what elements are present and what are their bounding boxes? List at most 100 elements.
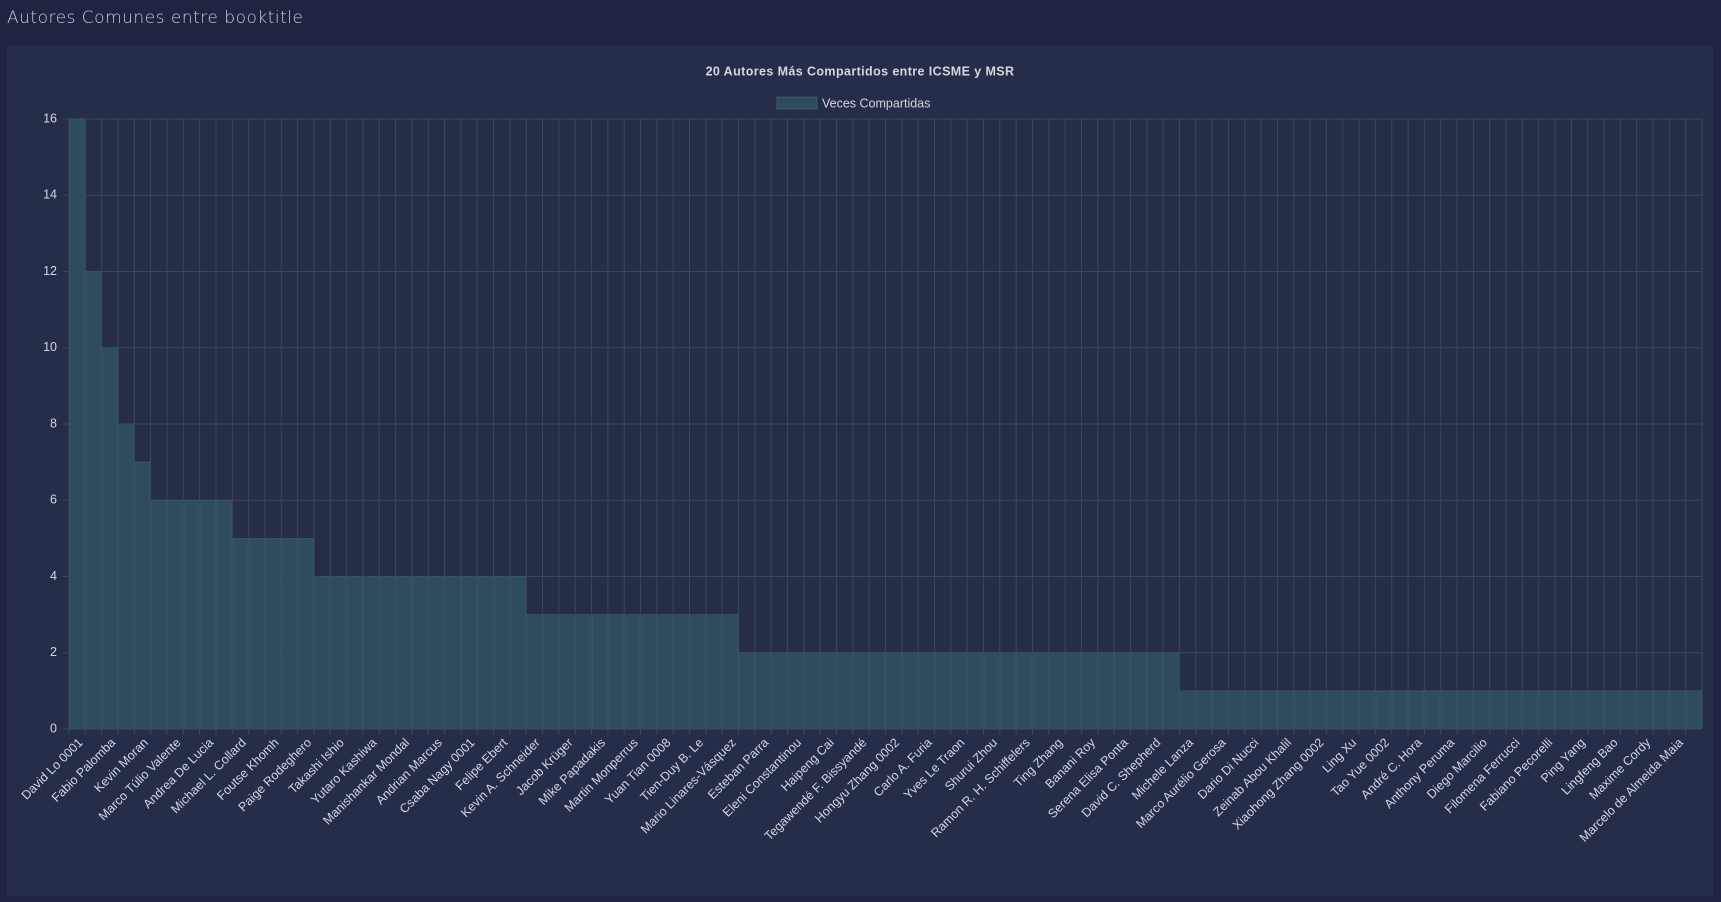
bar xyxy=(1686,690,1702,730)
bar xyxy=(314,576,330,730)
bar xyxy=(836,652,853,730)
bar xyxy=(1669,690,1686,730)
bar xyxy=(706,614,722,730)
bar xyxy=(216,499,232,730)
bar xyxy=(85,271,102,730)
bar xyxy=(575,614,592,730)
bar xyxy=(249,537,265,730)
bar xyxy=(1522,690,1539,730)
bar xyxy=(167,499,183,730)
bar xyxy=(69,118,85,730)
bar xyxy=(1228,690,1245,730)
bar xyxy=(396,576,412,730)
bar xyxy=(379,576,396,730)
bar xyxy=(118,423,134,730)
bar xyxy=(951,652,967,730)
page-header: Autores Comunes entre booktitle xyxy=(7,8,304,28)
bar xyxy=(330,576,347,730)
bar xyxy=(1130,652,1147,730)
bar xyxy=(461,576,477,730)
bar xyxy=(477,576,494,730)
bar xyxy=(967,652,984,730)
bar xyxy=(1147,652,1163,730)
bar xyxy=(1490,690,1506,730)
bar xyxy=(298,537,314,730)
bar xyxy=(1506,690,1522,730)
bar xyxy=(885,652,902,730)
bar xyxy=(1620,690,1637,730)
bar xyxy=(1653,690,1669,730)
bar xyxy=(428,576,445,730)
y-tick-label: 16 xyxy=(43,111,57,125)
bar xyxy=(510,576,526,730)
bar xyxy=(624,614,641,730)
bar xyxy=(559,614,575,730)
bar xyxy=(1065,652,1082,730)
bar xyxy=(1081,652,1098,730)
bar xyxy=(657,614,673,730)
bar xyxy=(1637,690,1653,730)
bar xyxy=(983,652,1000,730)
bar xyxy=(673,614,690,730)
bar xyxy=(1326,690,1343,730)
y-tick-label: 6 xyxy=(50,493,57,507)
bar xyxy=(1604,690,1620,730)
bar xyxy=(722,614,739,730)
bar xyxy=(787,652,804,730)
bar xyxy=(869,652,886,730)
bar xyxy=(493,576,510,730)
bar xyxy=(1114,652,1131,730)
bar xyxy=(902,652,918,730)
bar xyxy=(1392,690,1408,730)
bar xyxy=(445,576,461,730)
bar xyxy=(1457,690,1473,730)
legend-swatch xyxy=(776,96,818,110)
bar xyxy=(542,614,559,730)
bar xyxy=(412,576,428,730)
y-tick-label: 10 xyxy=(43,340,57,354)
bar xyxy=(1473,690,1490,730)
bar xyxy=(363,576,379,730)
bar xyxy=(591,614,608,730)
bar xyxy=(1310,690,1326,730)
bar xyxy=(526,614,543,730)
bar xyxy=(1277,690,1294,730)
bar xyxy=(1098,652,1114,730)
bar xyxy=(1343,690,1359,730)
bar xyxy=(1555,690,1571,730)
bar xyxy=(232,537,249,730)
bar xyxy=(689,614,706,730)
chart-panel xyxy=(7,46,1713,896)
bar xyxy=(608,614,624,730)
bar xyxy=(1212,690,1229,730)
bar xyxy=(1245,690,1261,730)
bar xyxy=(1539,690,1555,730)
legend-label: Veces Compartidas xyxy=(822,96,930,110)
bar xyxy=(265,537,281,730)
bar xyxy=(134,461,151,730)
bar xyxy=(281,537,298,730)
bar xyxy=(1049,652,1065,730)
bar xyxy=(1032,652,1049,730)
bar xyxy=(1359,690,1375,730)
bar xyxy=(200,499,216,730)
y-tick-label: 0 xyxy=(50,721,57,735)
bar xyxy=(1408,690,1424,730)
bar xyxy=(347,576,363,730)
bar xyxy=(1294,690,1310,730)
bar xyxy=(151,499,167,730)
bar xyxy=(1571,690,1588,730)
bar xyxy=(755,652,771,730)
y-tick-label: 2 xyxy=(50,645,57,659)
bar xyxy=(1588,690,1604,730)
bar xyxy=(918,652,935,730)
y-tick-label: 4 xyxy=(50,569,57,583)
bar xyxy=(804,652,820,730)
bar xyxy=(1016,652,1033,730)
bar xyxy=(183,499,200,730)
bar xyxy=(1000,652,1016,730)
bar xyxy=(853,652,869,730)
bar xyxy=(1261,690,1278,730)
